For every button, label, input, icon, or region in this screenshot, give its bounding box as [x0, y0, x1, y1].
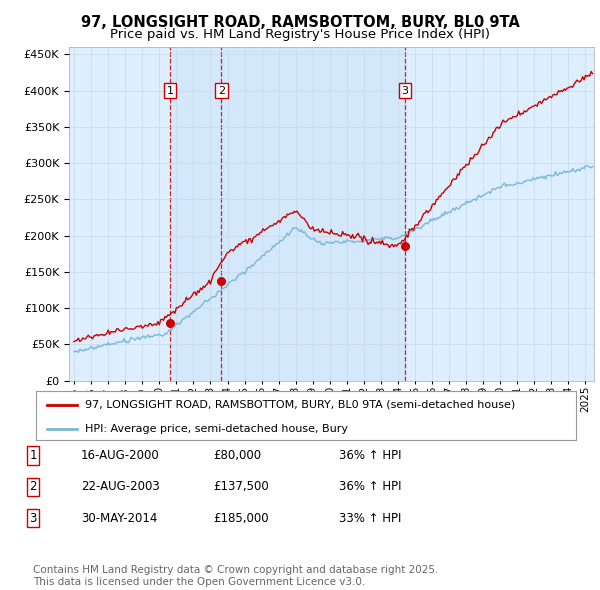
- Text: £137,500: £137,500: [213, 480, 269, 493]
- Text: 22-AUG-2003: 22-AUG-2003: [81, 480, 160, 493]
- Bar: [221, 47, 405, 381]
- Text: 1: 1: [29, 449, 37, 462]
- Text: 3: 3: [29, 512, 37, 525]
- Bar: [170, 47, 221, 381]
- Point: [217, 276, 226, 286]
- Text: HPI: Average price, semi-detached house, Bury: HPI: Average price, semi-detached house,…: [85, 424, 347, 434]
- Text: 33% ↑ HPI: 33% ↑ HPI: [339, 512, 401, 525]
- Text: 2: 2: [218, 86, 225, 96]
- Text: 97, LONGSIGHT ROAD, RAMSBOTTOM, BURY, BL0 9TA: 97, LONGSIGHT ROAD, RAMSBOTTOM, BURY, BL…: [80, 15, 520, 30]
- Text: Price paid vs. HM Land Registry's House Price Index (HPI): Price paid vs. HM Land Registry's House …: [110, 28, 490, 41]
- Text: 1: 1: [166, 86, 173, 96]
- Point: [400, 242, 410, 251]
- Text: 36% ↑ HPI: 36% ↑ HPI: [339, 480, 401, 493]
- Point: [165, 318, 175, 327]
- Text: Contains HM Land Registry data © Crown copyright and database right 2025.
This d: Contains HM Land Registry data © Crown c…: [33, 565, 439, 587]
- Text: 36% ↑ HPI: 36% ↑ HPI: [339, 449, 401, 462]
- Text: 30-MAY-2014: 30-MAY-2014: [81, 512, 157, 525]
- Text: £185,000: £185,000: [213, 512, 269, 525]
- Text: 2: 2: [29, 480, 37, 493]
- Text: £80,000: £80,000: [213, 449, 261, 462]
- Text: 97, LONGSIGHT ROAD, RAMSBOTTOM, BURY, BL0 9TA (semi-detached house): 97, LONGSIGHT ROAD, RAMSBOTTOM, BURY, BL…: [85, 399, 515, 409]
- Text: 3: 3: [401, 86, 409, 96]
- Text: 16-AUG-2000: 16-AUG-2000: [81, 449, 160, 462]
